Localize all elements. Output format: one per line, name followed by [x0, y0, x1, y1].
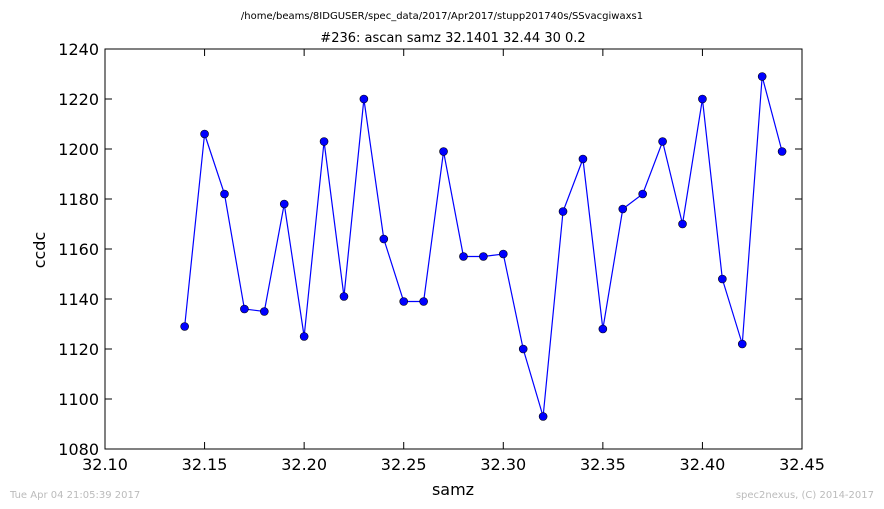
data-point	[339, 292, 349, 301]
x-tick-label: 32.40	[680, 455, 726, 474]
data-point	[459, 252, 468, 261]
y-tick-label: 1100	[58, 390, 99, 409]
y-axis-ticks: 1080 1100 1120 1140 1160 1180 1200 1220 1240	[58, 40, 802, 459]
data-point	[538, 412, 548, 421]
data-point	[240, 304, 249, 314]
data-point	[678, 219, 687, 229]
data-point	[718, 274, 727, 284]
data-point	[479, 252, 488, 261]
series-layer	[180, 72, 787, 421]
data-point	[737, 339, 747, 349]
footer-credit: spec2nexus, (C) 2014-2017	[736, 490, 874, 501]
data-point	[777, 147, 787, 156]
chart-title: /home/beams/8IDGUSER/spec_data/2017/Apr2…	[241, 11, 643, 22]
y-axis-label: ccdc	[30, 232, 49, 269]
footer-timestamp: Tue Apr 04 21:05:39 2017	[9, 490, 140, 501]
x-tick-label: 32.10	[82, 455, 128, 474]
y-tick-label: 1120	[58, 340, 99, 359]
x-tick-label: 32.45	[779, 455, 825, 474]
data-point	[638, 189, 647, 199]
data-point	[419, 297, 428, 306]
data-point	[439, 147, 448, 156]
data-point	[379, 234, 389, 244]
data-point	[180, 322, 189, 331]
x-tick-label: 32.30	[480, 455, 526, 474]
data-point	[578, 154, 588, 164]
y-tick-label: 1140	[58, 290, 99, 309]
chart-subtitle: #236: ascan samz 32.1401 32.44 30 0.2	[320, 31, 585, 46]
data-point	[359, 94, 369, 104]
y-tick-label: 1200	[58, 140, 99, 159]
y-tick-label: 1240	[58, 40, 99, 59]
data-point	[399, 297, 409, 306]
data-point	[319, 137, 329, 146]
data-point	[658, 137, 667, 146]
data-point	[279, 199, 289, 209]
x-tick-label: 32.35	[580, 455, 626, 474]
x-axis-ticks: 32.10 32.15 32.20 32.25 32.30 32.35 32.40 32.45	[82, 49, 825, 474]
plot-frame	[104, 48, 803, 450]
data-point	[558, 207, 568, 216]
data-point	[757, 72, 767, 81]
y-tick-label: 1160	[58, 240, 99, 259]
data-point	[698, 94, 707, 104]
x-tick-label: 32.15	[182, 455, 228, 474]
y-tick-label: 1080	[58, 440, 99, 459]
data-point	[598, 324, 608, 334]
data-point	[618, 204, 628, 214]
x-tick-label: 32.20	[281, 455, 327, 474]
series-line	[184, 76, 783, 417]
y-tick-label: 1220	[58, 90, 99, 109]
data-point	[220, 189, 229, 199]
x-axis-label: samz	[432, 480, 474, 499]
data-point	[299, 332, 309, 341]
data-point	[498, 249, 508, 259]
x-tick-label: 32.25	[381, 455, 427, 474]
data-point	[518, 344, 528, 354]
data-point	[260, 307, 269, 316]
y-tick-label: 1180	[58, 190, 99, 209]
data-point	[200, 129, 209, 139]
